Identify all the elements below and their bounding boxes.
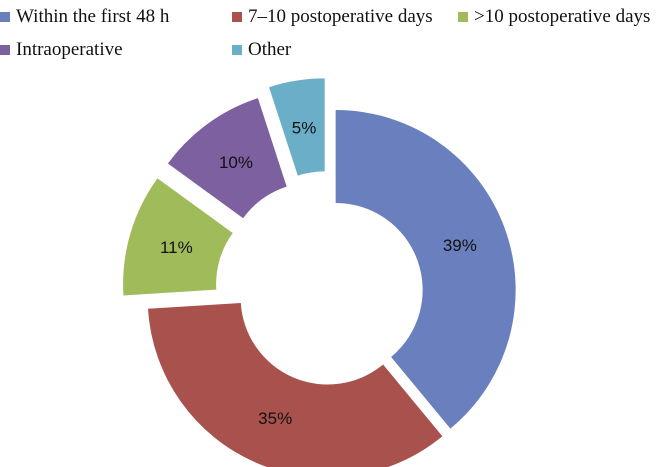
legend-item-within-48h: Within the first 48 h [0, 7, 169, 26]
slice-label-3: 10% [219, 153, 253, 172]
legend-item-other: Other [232, 40, 291, 59]
legend-label: >10 postoperative days [474, 6, 651, 27]
slice-label-2: 11% [160, 238, 193, 257]
legend-swatch [0, 11, 10, 22]
legend-label: 7–10 postoperative days [248, 6, 433, 27]
donut-slice-0 [335, 109, 516, 429]
slice-label-4: 5% [292, 119, 317, 138]
donut-slice-4 [269, 78, 325, 176]
donut-slice-1 [147, 302, 443, 467]
legend-swatch [232, 11, 242, 22]
legend-label: Intraoperative [16, 39, 123, 60]
legend-label: Within the first 48 h [16, 6, 170, 27]
legend-swatch [0, 44, 10, 55]
legend-item-7-10-days: 7–10 postoperative days [232, 7, 433, 26]
legend-swatch [458, 11, 468, 22]
donut-slice-2 [123, 178, 233, 296]
legend-label: Other [248, 39, 292, 60]
legend-item-over-10-days: >10 postoperative days [458, 7, 650, 26]
legend-swatch [232, 44, 242, 55]
legend-item-intraoperative: Intraoperative [0, 40, 123, 59]
donut-slice-3 [167, 98, 287, 219]
chart-legend: Within the first 48 h 7–10 postoperative… [0, 0, 666, 70]
slice-label-1: 35% [258, 409, 292, 428]
slice-label-0: 39% [443, 236, 477, 255]
